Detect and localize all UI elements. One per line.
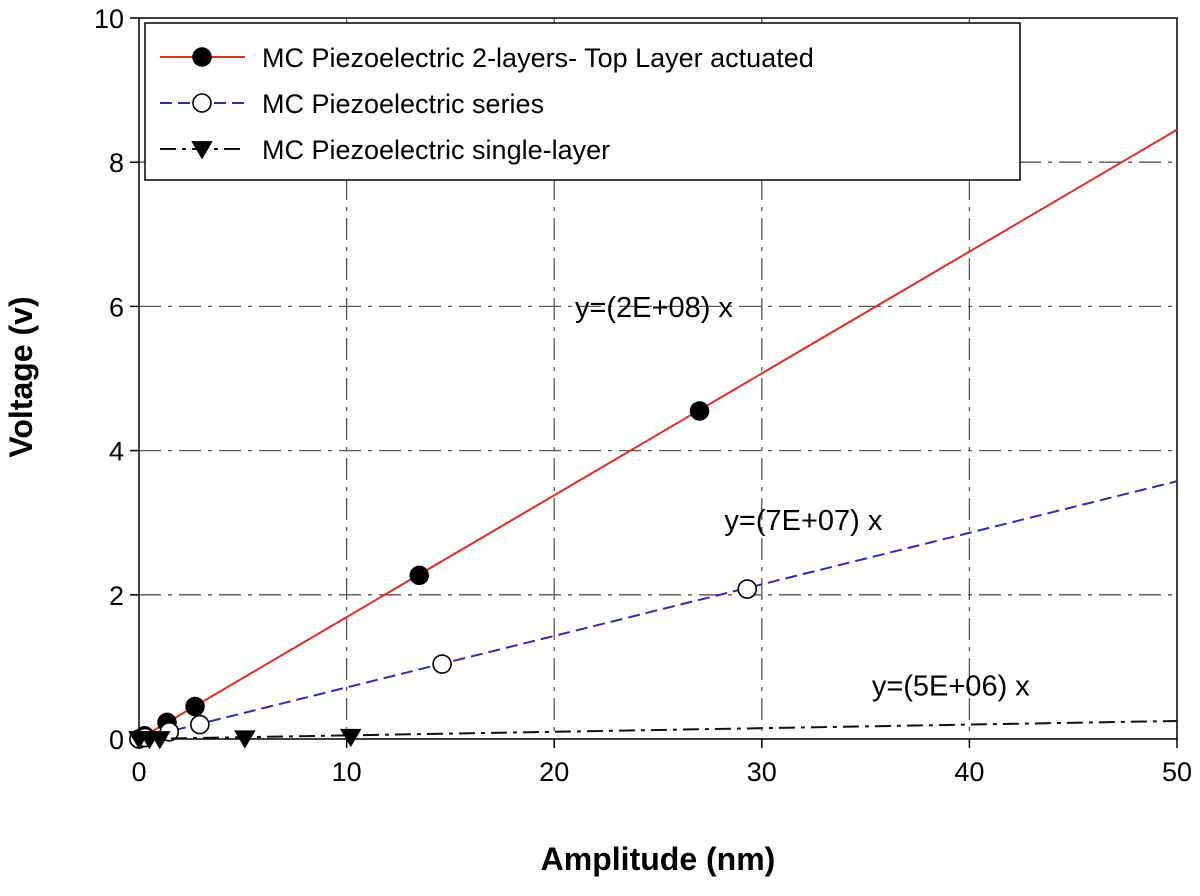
x-axis-title: Amplitude (nm) xyxy=(541,841,776,877)
legend-label: MC Piezoelectric single-layer xyxy=(262,135,610,165)
series-open-circle xyxy=(129,480,1178,749)
fit-line xyxy=(138,128,1178,740)
data-point xyxy=(185,696,205,717)
data-point xyxy=(409,565,430,586)
data-point xyxy=(191,141,213,160)
legend-entry: MC Piezoelectric single-layer xyxy=(160,135,610,165)
axes: 0 10 20 30 40 50 0 2 4 6 8 10 xyxy=(94,4,1192,787)
series-filled-circle xyxy=(129,128,1178,749)
data-point xyxy=(339,728,362,748)
legend-box xyxy=(144,22,1021,181)
x-tick-label: 40 xyxy=(954,757,984,787)
y-tick-label: 2 xyxy=(109,581,124,611)
fit-equation-label: y=(7E+07) x xyxy=(724,505,882,537)
data-point xyxy=(234,730,256,749)
data-point xyxy=(192,47,212,67)
legend-entry: MC Piezoelectric 2-layers- Top Layer act… xyxy=(160,43,814,73)
data-point xyxy=(192,93,212,113)
series-layer xyxy=(128,128,1178,750)
fit-equation-label: y=(5E+06) x xyxy=(872,671,1030,703)
y-tick-label: 10 xyxy=(94,4,124,34)
data-point xyxy=(432,654,452,674)
y-axis-title: Voltage (v) xyxy=(3,296,39,457)
data-point xyxy=(737,579,758,599)
x-tick-label: 20 xyxy=(539,757,569,787)
y-tick-label: 8 xyxy=(109,148,124,178)
x-tick-label: 10 xyxy=(332,757,362,787)
legend: MC Piezoelectric 2-layers- Top Layer act… xyxy=(144,22,1021,181)
y-tick-label: 4 xyxy=(109,437,124,467)
annotations: y=(2E+08) x y=(7E+07) x y=(5E+06) x xyxy=(575,292,1030,703)
fit-line xyxy=(138,719,1178,740)
x-tick-label: 30 xyxy=(747,757,777,787)
legend-entry: MC Piezoelectric series xyxy=(160,89,544,119)
data-point xyxy=(190,714,210,735)
data-point xyxy=(148,731,171,750)
y-tick-label: 0 xyxy=(109,725,124,755)
series-filled-triangle-down xyxy=(128,719,1178,750)
legend-label: MC Piezoelectric 2-layers- Top Layer act… xyxy=(262,43,814,73)
fit-line xyxy=(138,480,1178,740)
fit-equation-label: y=(2E+08) x xyxy=(575,292,733,324)
data-point xyxy=(689,401,710,421)
plot-frame xyxy=(138,17,1178,740)
x-tick-label: 50 xyxy=(1162,757,1192,787)
legend-label: MC Piezoelectric series xyxy=(262,89,544,119)
y-tick-label: 6 xyxy=(109,292,124,322)
x-tick-label: 0 xyxy=(131,757,146,787)
